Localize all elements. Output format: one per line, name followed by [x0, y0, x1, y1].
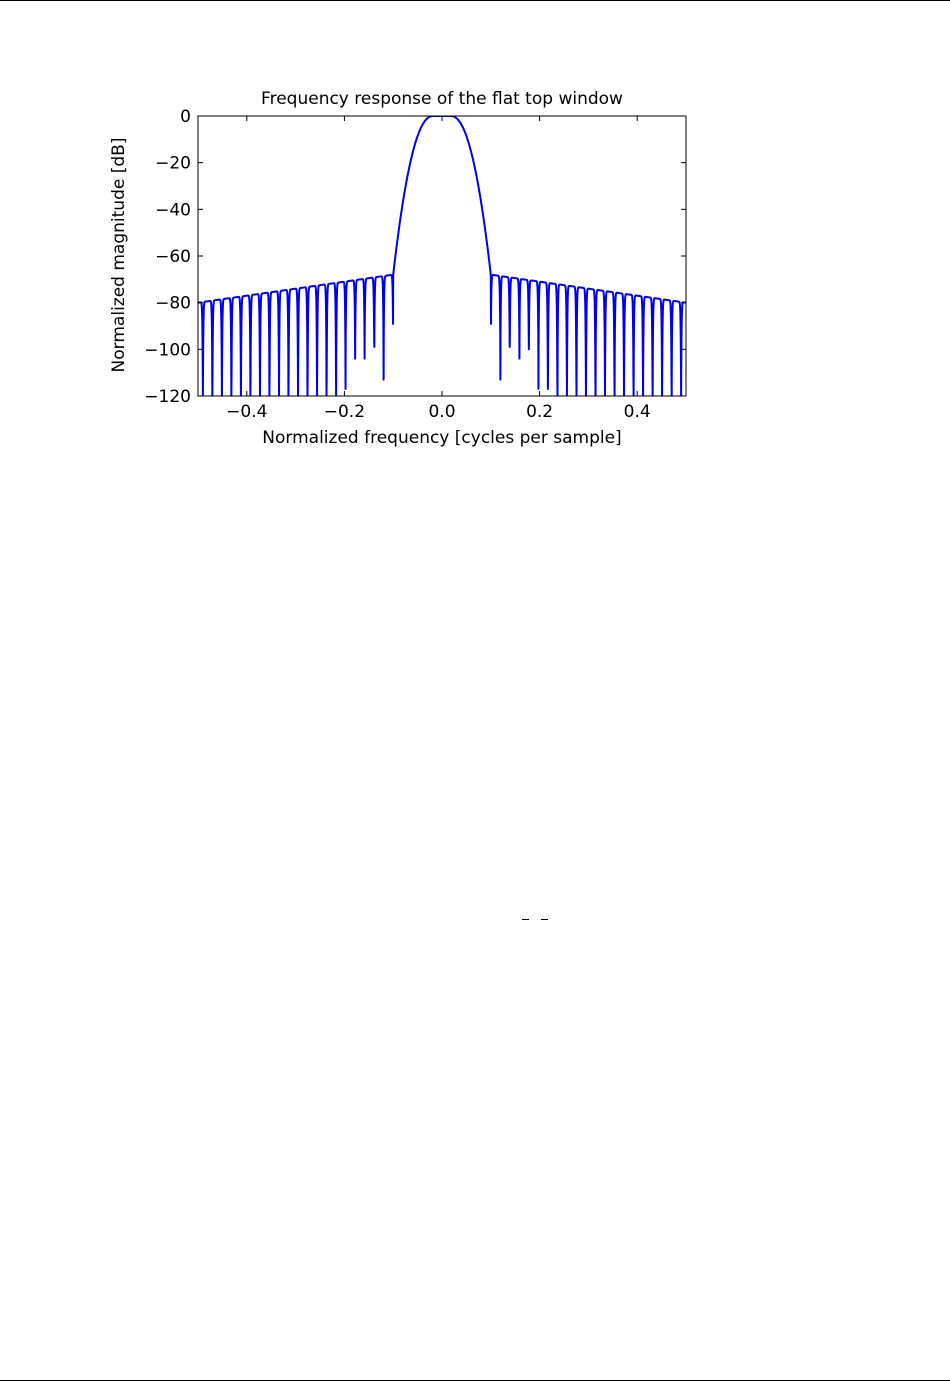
frequency-response-chart: −0.4 −0.2 0.0 0.2 0.4 0 −20 −40 −60 −80 −100 −120 F…: [109, 89, 687, 448]
y-tick-label: −20: [155, 154, 191, 174]
x-tick-label: 0.0: [428, 402, 455, 422]
x-tick-label: −0.4: [226, 402, 267, 422]
response-line: [198, 116, 686, 396]
top-rule: [0, 0, 950, 1]
x-tick-label: −0.2: [324, 402, 365, 422]
stray-mark: [522, 919, 529, 920]
plot-frame: [197, 115, 687, 397]
x-tick-label: 0.2: [526, 402, 553, 422]
x-tick-label: 0.4: [624, 402, 651, 422]
chart-title: Frequency response of the flat top windo…: [261, 89, 623, 109]
y-tick-label: −120: [144, 387, 191, 407]
y-tick-label: 0: [180, 107, 191, 127]
y-tick-label: −80: [155, 294, 191, 314]
bottom-rule: [0, 1380, 950, 1381]
plot-area: −0.4 −0.2 0.0 0.2 0.4 0 −20 −40 −60 −80 −100 −120: [144, 107, 687, 422]
y-tick-label: −60: [155, 247, 191, 267]
x-axis-label: Normalized frequency [cycles per sample]: [262, 428, 621, 448]
y-tick-label: −40: [155, 200, 191, 220]
y-tick-label: −100: [144, 340, 191, 360]
stray-mark: [541, 919, 548, 920]
y-axis-label: Normalized magnitude [dB]: [109, 138, 129, 373]
